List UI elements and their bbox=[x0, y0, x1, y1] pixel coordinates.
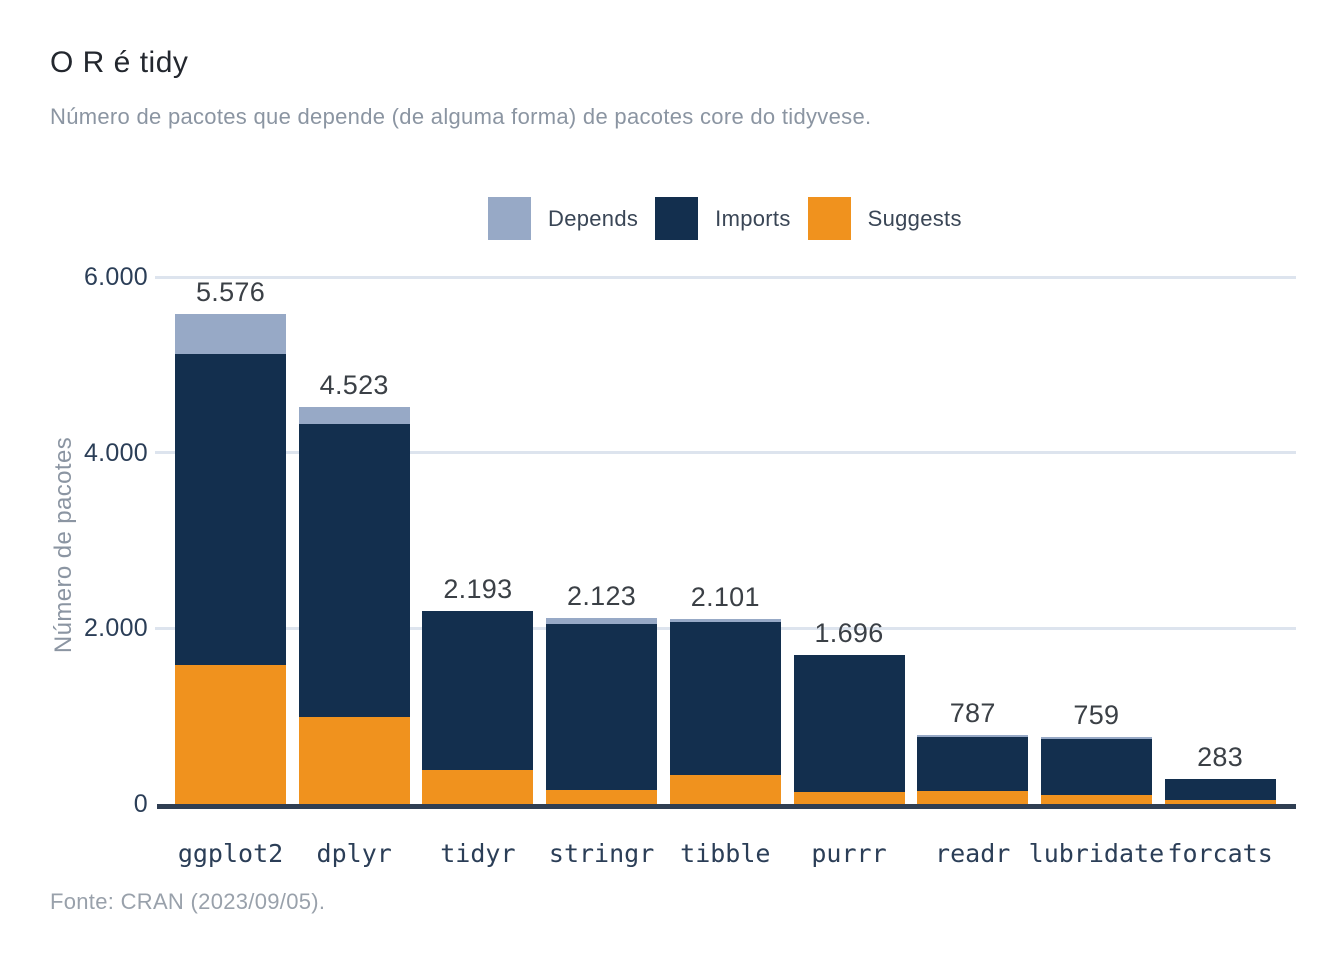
bar-segment-imports-dplyr bbox=[298, 423, 410, 718]
bar-segment-imports-purrr bbox=[793, 655, 905, 792]
x-tick-label-tidyr: tidyr bbox=[440, 839, 516, 868]
chart-title: O R é tidy bbox=[50, 46, 189, 79]
bar-value-label-tibble: 2.101 bbox=[690, 582, 760, 613]
bar-segment-depends-readr bbox=[917, 734, 1029, 737]
bar-value-label-dplyr: 4.523 bbox=[319, 369, 389, 400]
bar-segment-suggests-lubridate bbox=[1040, 795, 1152, 804]
y-tick-label: 2.000 bbox=[83, 614, 148, 643]
y-axis-title: Número de pacotes bbox=[50, 436, 77, 654]
source-caption: Fonte: CRAN (2023/09/05). bbox=[50, 889, 326, 914]
x-tick-label-readr: readr bbox=[935, 839, 1011, 868]
bar-segment-depends-dplyr bbox=[298, 406, 410, 424]
bar-segment-imports-stringr bbox=[546, 623, 658, 790]
suggests-swatch bbox=[807, 197, 851, 240]
legend-item-imports: Imports bbox=[655, 197, 790, 240]
y-tick-label: 0 bbox=[133, 790, 148, 818]
bar-segment-imports-ggplot2 bbox=[175, 354, 286, 666]
bar-value-label-purrr: 1.696 bbox=[814, 618, 884, 649]
bar-segment-imports-forcats bbox=[1164, 779, 1276, 800]
y-tick-label: 4.000 bbox=[83, 438, 148, 467]
legend-item-depends: Depends bbox=[488, 197, 638, 240]
bar-value-label-lubridate: 759 bbox=[1073, 700, 1120, 731]
bar-value-label-tidyr: 2.193 bbox=[443, 574, 513, 605]
bar-segment-imports-tidyr bbox=[422, 611, 534, 770]
legend: Depends Imports Suggests bbox=[488, 197, 962, 240]
bar-segment-suggests-stringr bbox=[546, 789, 658, 804]
bar-segment-depends-ggplot2 bbox=[175, 314, 286, 355]
y-tick-label: 6.000 bbox=[83, 263, 148, 291]
legend-item-suggests: Suggests bbox=[807, 197, 962, 240]
bar-segment-imports-readr bbox=[917, 736, 1029, 791]
imports-swatch bbox=[655, 197, 699, 240]
bar-segment-suggests-tidyr bbox=[422, 769, 534, 804]
x-tick-label-lubridate: lubridate bbox=[1028, 839, 1165, 868]
gridline bbox=[155, 275, 1296, 279]
depends-swatch bbox=[488, 197, 531, 240]
bar-segment-suggests-forcats bbox=[1164, 799, 1276, 804]
bar-segment-depends-tibble bbox=[669, 619, 781, 622]
bar-segment-suggests-dplyr bbox=[298, 717, 410, 804]
bar-value-label-ggplot2: 5.576 bbox=[195, 277, 266, 308]
legend-label-suggests: Suggests bbox=[867, 205, 962, 231]
x-tick-label-forcats: forcats bbox=[1167, 839, 1273, 868]
x-tick-label-dplyr: dplyr bbox=[316, 839, 392, 868]
legend-label-imports: Imports bbox=[715, 205, 791, 231]
bar-segment-imports-tibble bbox=[669, 621, 781, 775]
bar-segment-suggests-readr bbox=[917, 790, 1029, 804]
bar-segment-suggests-purrr bbox=[793, 791, 905, 804]
gridline bbox=[155, 451, 1296, 455]
x-tick-label-ggplot2: ggplot2 bbox=[177, 839, 284, 868]
x-tick-label-purrr: purrr bbox=[811, 839, 887, 868]
bar-segment-depends-lubridate bbox=[1040, 737, 1152, 740]
bar-value-label-readr: 787 bbox=[949, 697, 996, 728]
bar-value-label-forcats: 283 bbox=[1197, 742, 1244, 773]
chart-subtitle: Número de pacotes que depende (de alguma… bbox=[50, 104, 872, 129]
legend-label-depends: Depends bbox=[548, 205, 639, 231]
x-axis-line bbox=[157, 804, 1296, 809]
bar-value-label-stringr: 2.123 bbox=[567, 580, 637, 611]
bar-segment-suggests-tibble bbox=[669, 775, 781, 804]
bar-segment-depends-stringr bbox=[546, 617, 658, 624]
bar-segment-imports-lubridate bbox=[1040, 739, 1152, 796]
x-tick-label-tibble: tibble bbox=[680, 839, 771, 868]
x-tick-label-stringr: stringr bbox=[548, 839, 655, 868]
bar-segment-suggests-ggplot2 bbox=[175, 665, 286, 804]
